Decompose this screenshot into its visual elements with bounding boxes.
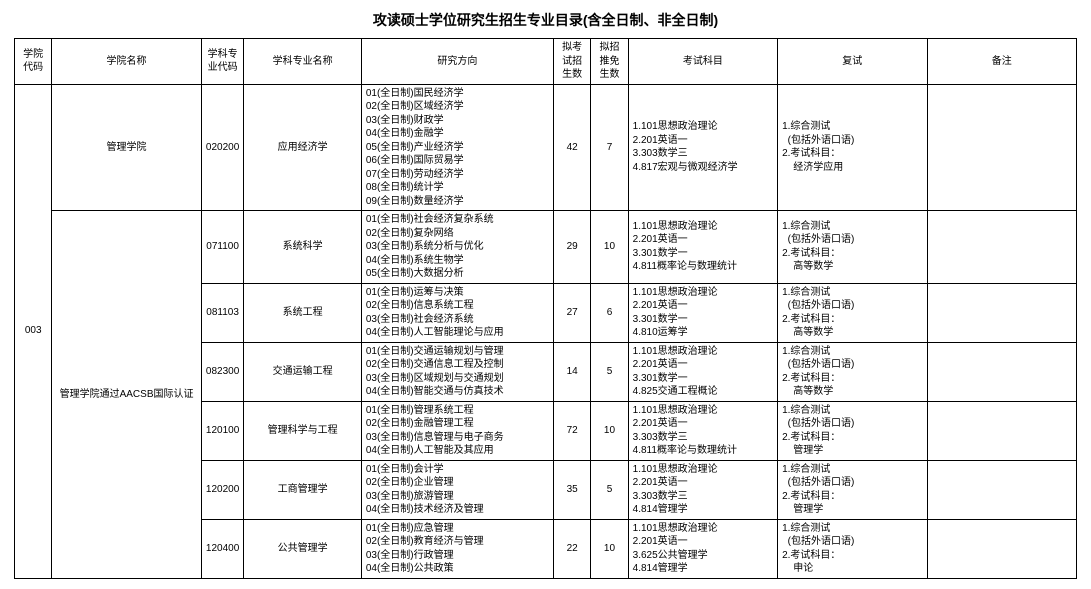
- col-exam-count: 拟考试招生数: [553, 39, 590, 85]
- directions-cell: 01(全日制)运筹与决策02(全日制)信息系统工程03(全日制)社会经济系统04…: [361, 283, 553, 342]
- retest-cell: 1.综合测试 (包括外语口语)2.考试科目： 经济学应用: [778, 84, 927, 211]
- school-code-cell: 003: [15, 84, 52, 578]
- major-code-cell: 120400: [201, 519, 244, 578]
- rec-count-cell: 10: [591, 211, 628, 284]
- subjects-cell: 1.101思想政治理论2.201英语一3.303数学三4.811概率论与数理统计: [628, 401, 777, 460]
- table-row: 管理学院通过AACSB国际认证071100系统科学01(全日制)社会经济复杂系统…: [15, 211, 1077, 284]
- remark-cell: [927, 211, 1077, 284]
- major-name-cell: 系统工程: [244, 283, 361, 342]
- exam-count-cell: 35: [553, 460, 590, 519]
- exam-count-cell: 22: [553, 519, 590, 578]
- directions-cell: 01(全日制)交通运输规划与管理02(全日制)交通信息工程及控制03(全日制)区…: [361, 342, 553, 401]
- major-code-cell: 082300: [201, 342, 244, 401]
- retest-cell: 1.综合测试 (包括外语口语)2.考试科目： 高等数学: [778, 342, 927, 401]
- rec-count-cell: 10: [591, 401, 628, 460]
- remark-cell: [927, 342, 1077, 401]
- col-retest: 复试: [778, 39, 927, 85]
- exam-count-cell: 29: [553, 211, 590, 284]
- subjects-cell: 1.101思想政治理论2.201英语一3.303数学三4.817宏观与微观经济学: [628, 84, 777, 211]
- rec-count-cell: 10: [591, 519, 628, 578]
- table-header: 学院代码 学院名称 学科专业代码 学科专业名称 研究方向 拟考试招生数 拟招推免…: [15, 39, 1077, 85]
- major-code-cell: 020200: [201, 84, 244, 211]
- majors-table: 学院代码 学院名称 学科专业代码 学科专业名称 研究方向 拟考试招生数 拟招推免…: [14, 38, 1077, 579]
- school-name-cell: 管理学院: [52, 84, 201, 211]
- col-subjects: 考试科目: [628, 39, 777, 85]
- major-code-cell: 081103: [201, 283, 244, 342]
- retest-cell: 1.综合测试 (包括外语口语)2.考试科目： 管理学: [778, 460, 927, 519]
- rec-count-cell: 7: [591, 84, 628, 211]
- directions-cell: 01(全日制)国民经济学02(全日制)区域经济学03(全日制)财政学04(全日制…: [361, 84, 553, 211]
- major-code-cell: 071100: [201, 211, 244, 284]
- table-body: 003管理学院020200应用经济学01(全日制)国民经济学02(全日制)区域经…: [15, 84, 1077, 578]
- exam-count-cell: 14: [553, 342, 590, 401]
- directions-cell: 01(全日制)管理系统工程02(全日制)金融管理工程03(全日制)信息管理与电子…: [361, 401, 553, 460]
- table-row: 003管理学院020200应用经济学01(全日制)国民经济学02(全日制)区域经…: [15, 84, 1077, 211]
- major-name-cell: 应用经济学: [244, 84, 361, 211]
- remark-cell: [927, 283, 1077, 342]
- col-major-code: 学科专业代码: [201, 39, 244, 85]
- remark-cell: [927, 519, 1077, 578]
- col-major-name: 学科专业名称: [244, 39, 361, 85]
- col-school-name: 学院名称: [52, 39, 201, 85]
- remark-cell: [927, 401, 1077, 460]
- major-name-cell: 公共管理学: [244, 519, 361, 578]
- directions-cell: 01(全日制)应急管理02(全日制)教育经济与管理03(全日制)行政管理04(全…: [361, 519, 553, 578]
- subjects-cell: 1.101思想政治理论2.201英语一3.303数学三4.814管理学: [628, 460, 777, 519]
- subjects-cell: 1.101思想政治理论2.201英语一3.301数学一4.825交通工程概论: [628, 342, 777, 401]
- remark-cell: [927, 84, 1077, 211]
- directions-cell: 01(全日制)社会经济复杂系统02(全日制)复杂网络03(全日制)系统分析与优化…: [361, 211, 553, 284]
- retest-cell: 1.综合测试 (包括外语口语)2.考试科目： 申论: [778, 519, 927, 578]
- major-code-cell: 120200: [201, 460, 244, 519]
- exam-count-cell: 72: [553, 401, 590, 460]
- col-rec-count: 拟招推免生数: [591, 39, 628, 85]
- subjects-cell: 1.101思想政治理论2.201英语一3.301数学一4.810运筹学: [628, 283, 777, 342]
- page-title: 攻读硕士学位研究生招生专业目录(含全日制、非全日制): [14, 10, 1077, 30]
- school-note-cell: 管理学院通过AACSB国际认证: [52, 211, 201, 579]
- col-remark: 备注: [927, 39, 1077, 85]
- subjects-cell: 1.101思想政治理论2.201英语一3.625公共管理学4.814管理学: [628, 519, 777, 578]
- col-school-code: 学院代码: [15, 39, 52, 85]
- subjects-cell: 1.101思想政治理论2.201英语一3.301数学一4.811概率论与数理统计: [628, 211, 777, 284]
- major-code-cell: 120100: [201, 401, 244, 460]
- rec-count-cell: 6: [591, 283, 628, 342]
- rec-count-cell: 5: [591, 460, 628, 519]
- directions-cell: 01(全日制)会计学02(全日制)企业管理03(全日制)旅游管理04(全日制)技…: [361, 460, 553, 519]
- retest-cell: 1.综合测试 (包括外语口语)2.考试科目： 高等数学: [778, 211, 927, 284]
- major-name-cell: 管理科学与工程: [244, 401, 361, 460]
- exam-count-cell: 42: [553, 84, 590, 211]
- remark-cell: [927, 460, 1077, 519]
- col-directions: 研究方向: [361, 39, 553, 85]
- retest-cell: 1.综合测试 (包括外语口语)2.考试科目： 高等数学: [778, 283, 927, 342]
- exam-count-cell: 27: [553, 283, 590, 342]
- retest-cell: 1.综合测试 (包括外语口语)2.考试科目： 管理学: [778, 401, 927, 460]
- rec-count-cell: 5: [591, 342, 628, 401]
- major-name-cell: 工商管理学: [244, 460, 361, 519]
- major-name-cell: 系统科学: [244, 211, 361, 284]
- major-name-cell: 交通运输工程: [244, 342, 361, 401]
